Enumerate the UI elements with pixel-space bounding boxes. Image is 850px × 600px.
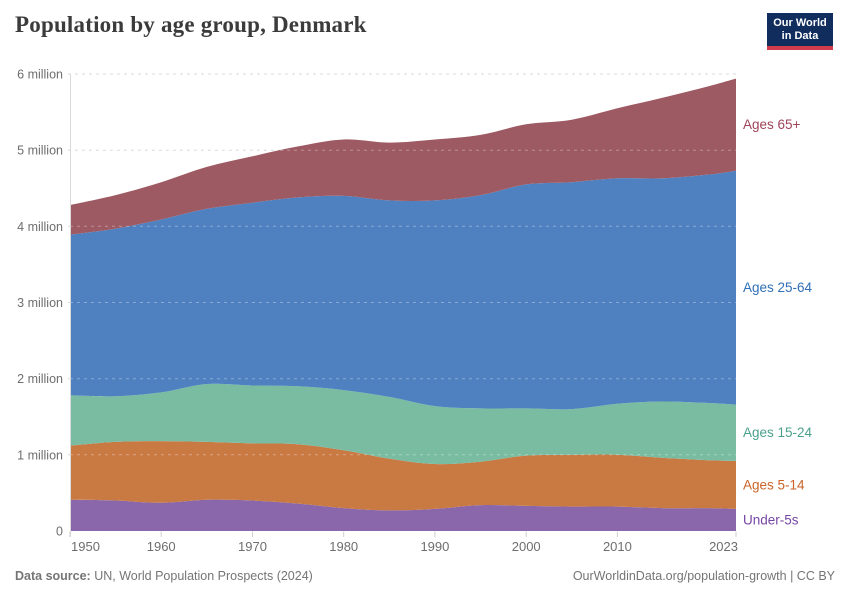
data-source-label: Data source: [15, 569, 91, 583]
area-under-5s[interactable] [70, 499, 736, 531]
area-ages-15-24[interactable] [70, 383, 736, 465]
chart-footer: Data source: UN, World Population Prospe… [15, 569, 835, 583]
area-ages-25-64[interactable] [70, 170, 736, 410]
y-tick-label: 2 million [17, 372, 63, 386]
y-tick-label: 0 [56, 525, 63, 539]
series-label-ages-25-64: Ages 25-64 [743, 280, 813, 295]
x-tick-label: 1970 [238, 539, 267, 554]
data-source: Data source: UN, World Population Prospe… [15, 569, 313, 583]
data-source-text: UN, World Population Prospects (2024) [90, 569, 313, 583]
y-tick-label: 4 million [17, 220, 63, 234]
series-label-ages-5-14: Ages 5-14 [743, 477, 805, 492]
series-label-ages-15-24: Ages 15-24 [743, 425, 813, 440]
series-label-under-5s: Under-5s [743, 513, 799, 528]
footer-link: OurWorldinData.org/population-growth | C… [572, 569, 835, 583]
y-tick-label: 3 million [17, 296, 63, 310]
y-tick-label: 1 million [17, 448, 63, 462]
owid-logo-line1: Our World [773, 17, 827, 29]
area-ages-65plus[interactable] [70, 78, 736, 235]
x-tick-label: 1960 [147, 539, 176, 554]
area-ages-5-14[interactable] [70, 441, 736, 511]
x-tick-label: 2000 [512, 539, 541, 554]
page-title: Population by age group, Denmark [15, 12, 367, 37]
x-tick-label: 1950 [71, 539, 100, 554]
x-tick-label: 1990 [420, 539, 449, 554]
owid-logo: Our World in Data [767, 13, 833, 50]
x-tick-label: 2010 [603, 539, 632, 554]
series-label-ages-65plus: Ages 65+ [743, 117, 801, 132]
x-tick-label: 2023 [709, 539, 738, 554]
x-tick-label: 1980 [329, 539, 358, 554]
y-tick-label: 6 million [17, 68, 63, 82]
y-tick-label: 5 million [17, 144, 63, 158]
owid-logo-line2: in Data [781, 30, 819, 42]
